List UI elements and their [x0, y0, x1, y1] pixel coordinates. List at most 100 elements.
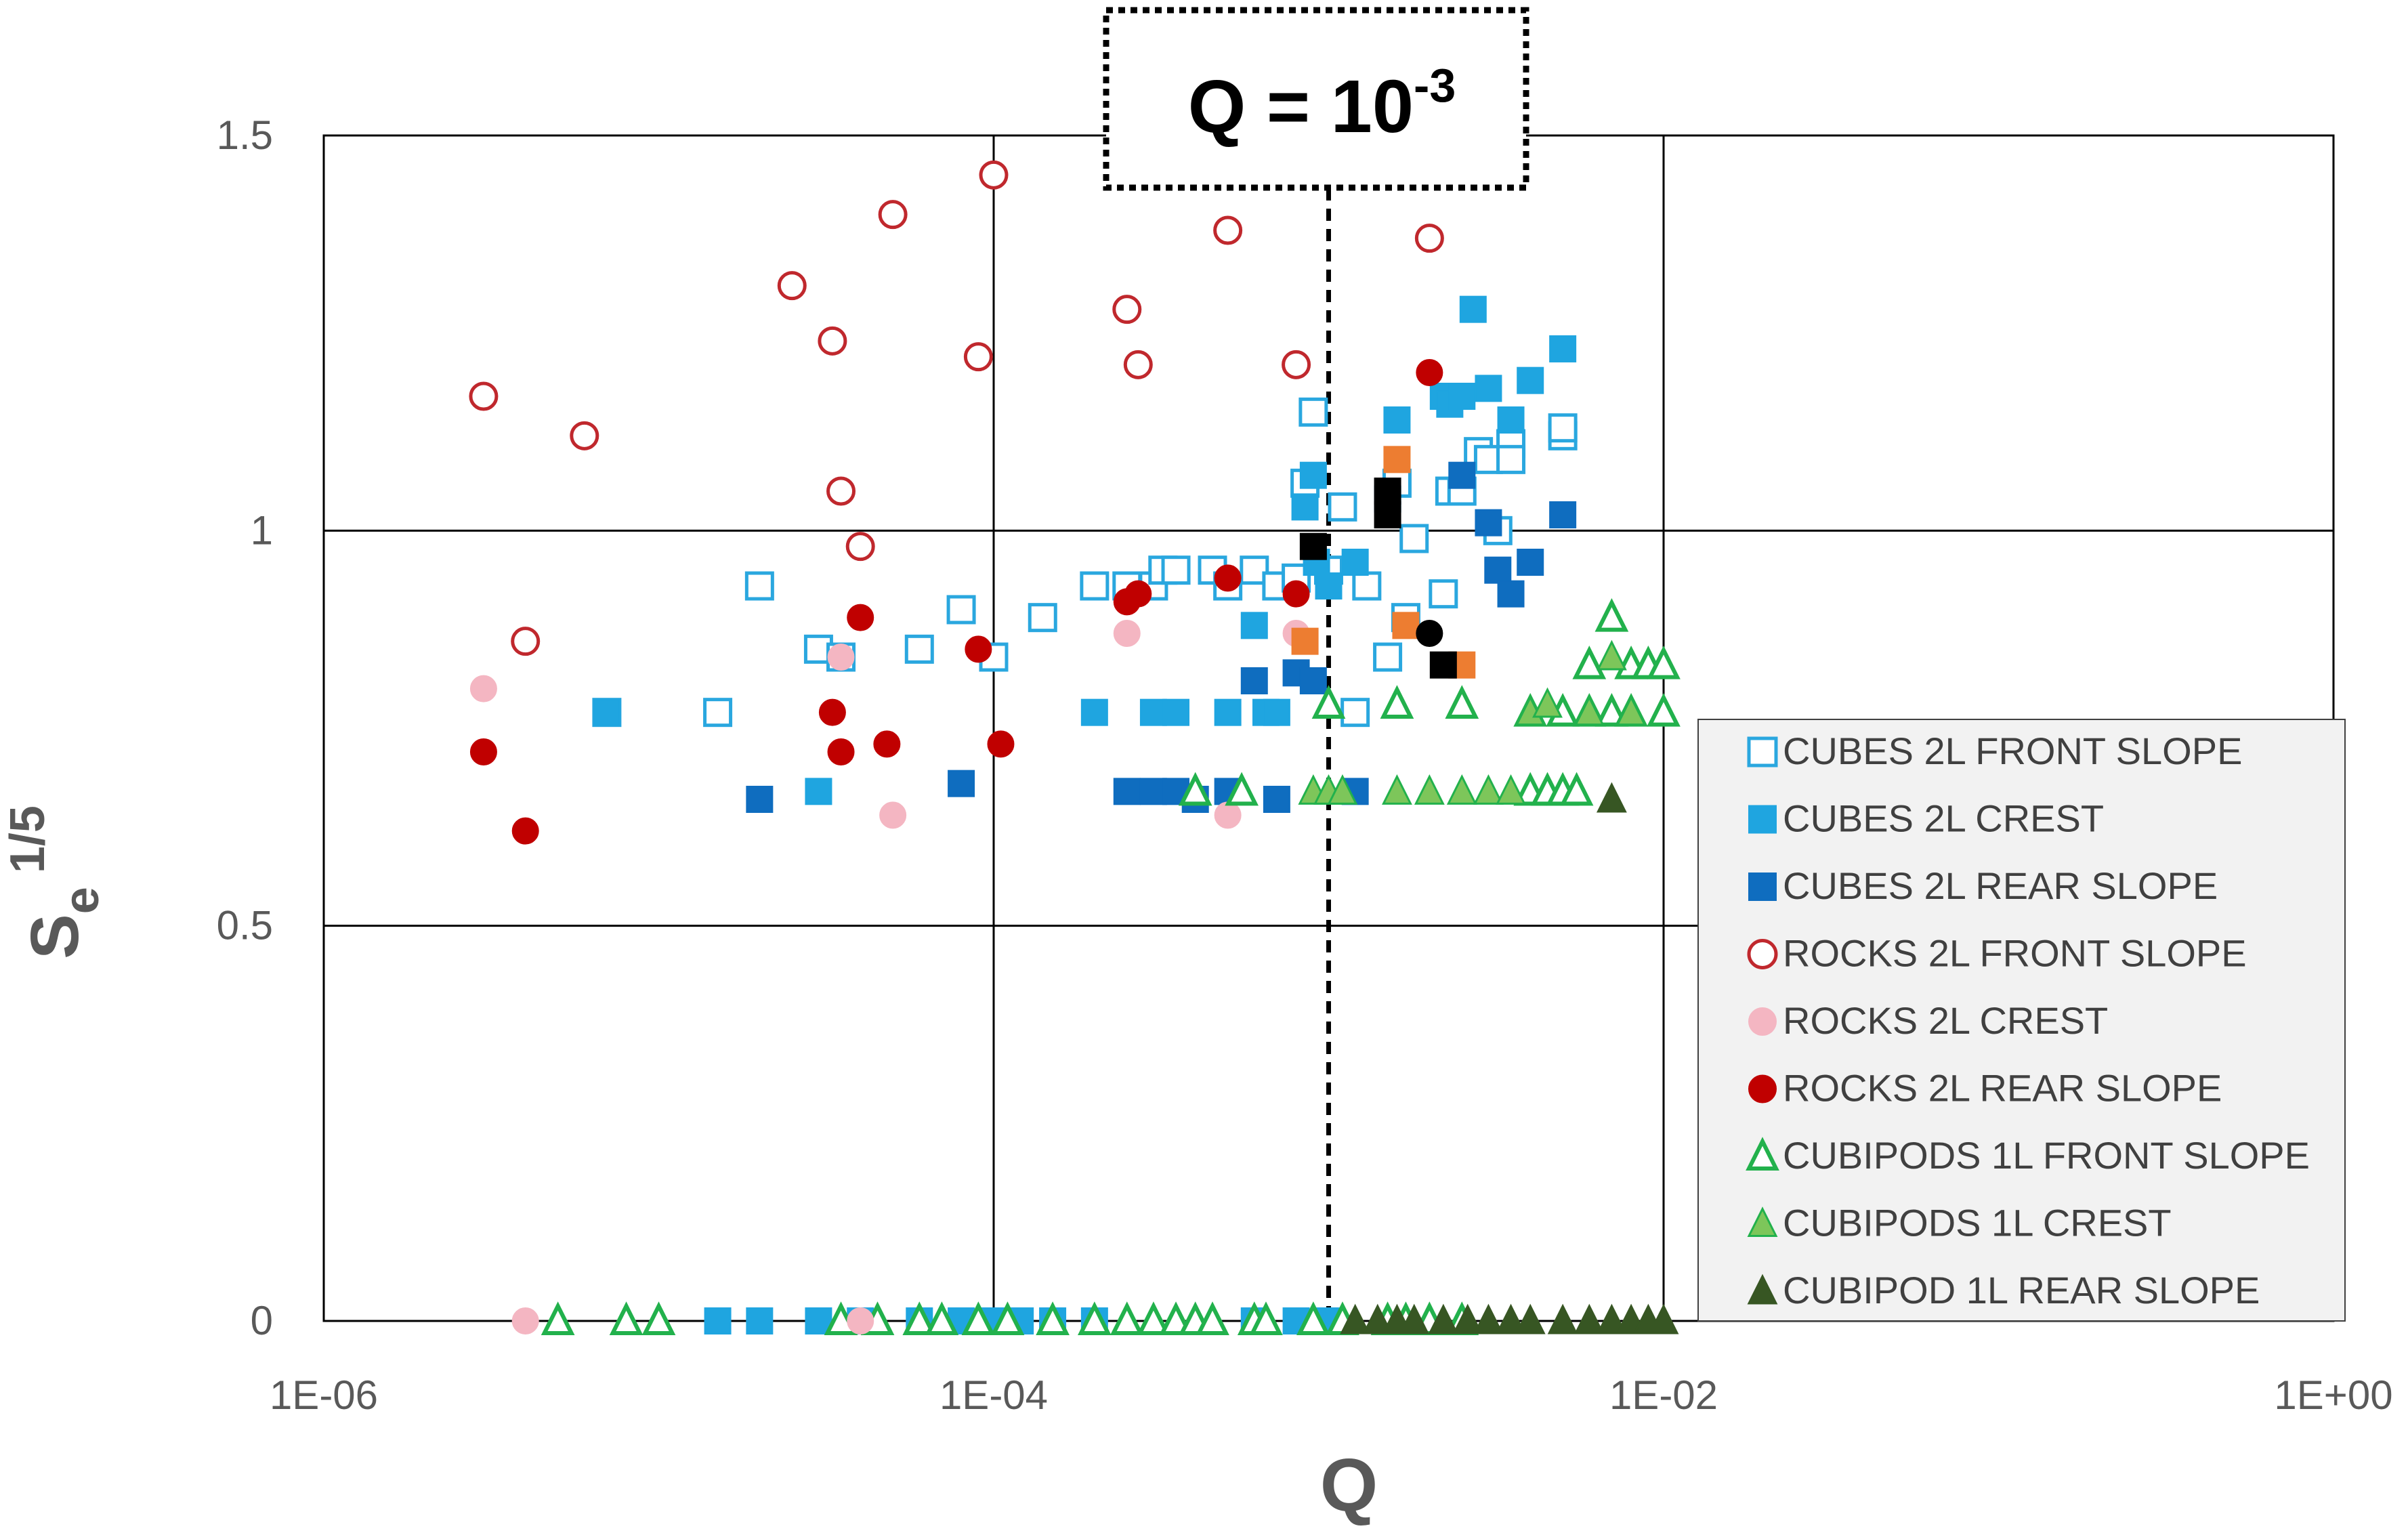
- highlight-point-group: [1416, 621, 1442, 646]
- data-point: [513, 1308, 538, 1334]
- x-tick-label: 1E-02: [1609, 1372, 1718, 1418]
- data-point: [1114, 778, 1140, 804]
- data-point: [746, 1308, 772, 1334]
- legend-item: CUBES 2L FRONT SLOPE: [1749, 730, 2242, 772]
- y-axis-title-sub: e: [55, 887, 109, 914]
- legend-item: CUBES 2L CREST: [1749, 797, 2104, 840]
- data-point: [1215, 217, 1241, 243]
- data-point: [705, 700, 731, 726]
- data-point: [988, 731, 1013, 757]
- data-point: [1485, 558, 1511, 583]
- data-point: [1301, 399, 1326, 425]
- data-point: [1125, 581, 1151, 607]
- data-point: [874, 731, 900, 757]
- data-point: [1550, 336, 1576, 362]
- data-point: [1343, 549, 1368, 575]
- legend-label: CUBIPODS 1L FRONT SLOPE: [1783, 1134, 2310, 1177]
- legend-label: CUBES 2L FRONT SLOPE: [1783, 730, 2242, 772]
- data-point: [471, 676, 497, 702]
- data-point: [1354, 573, 1380, 599]
- x-axis-title: Q: [1320, 1444, 1378, 1527]
- data-point: [1416, 621, 1442, 646]
- legend-label: ROCKS 2L REAR SLOPE: [1783, 1067, 2222, 1110]
- data-point: [1550, 502, 1576, 528]
- data-point: [1264, 700, 1290, 726]
- data-point: [1242, 612, 1267, 638]
- data-point: [1393, 612, 1418, 638]
- data-point: [705, 1308, 731, 1334]
- legend-item: CUBIPODS 1L CREST: [1749, 1202, 2172, 1244]
- data-point: [513, 629, 538, 654]
- data-point: [1242, 668, 1267, 694]
- legend-marker: [1749, 941, 1776, 968]
- legend-label: CUBIPODS 1L CREST: [1783, 1202, 2172, 1244]
- legend-item: CUBES 2L REAR SLOPE: [1749, 864, 2218, 907]
- data-point: [828, 478, 854, 504]
- data-point: [1284, 581, 1309, 607]
- data-point: [1384, 446, 1410, 472]
- data-point: [820, 328, 845, 354]
- data-point: [1517, 368, 1543, 394]
- data-point: [880, 802, 906, 828]
- data-point: [1292, 629, 1318, 654]
- x-tick-label: 1E-04: [939, 1372, 1048, 1418]
- data-point: [572, 423, 597, 448]
- data-point: [1517, 549, 1543, 575]
- legend-marker: [1749, 1008, 1776, 1035]
- legend: CUBES 2L FRONT SLOPE CUBES 2L CREST CUBES …: [1698, 719, 2345, 1321]
- callout-main: Q = 10: [1188, 65, 1414, 148]
- legend-label: CUBES 2L CREST: [1783, 797, 2104, 840]
- data-point: [847, 605, 873, 631]
- y-tick-label: 0: [251, 1298, 273, 1343]
- data-point: [1431, 652, 1456, 678]
- data-point: [1301, 463, 1326, 488]
- callout-sup: -3: [1414, 59, 1456, 112]
- legend-item: CUBIPODS 1L FRONT SLOPE: [1749, 1134, 2310, 1177]
- data-point: [1114, 621, 1140, 646]
- data-point: [746, 573, 772, 599]
- data-point: [1498, 581, 1524, 607]
- data-point: [1114, 297, 1140, 322]
- legend-item: ROCKS 2L CREST: [1749, 999, 2108, 1042]
- legend-marker: [1749, 873, 1776, 900]
- data-point: [965, 636, 991, 662]
- y-axis-title-sup: 1/5: [1, 805, 55, 887]
- data-point: [1330, 494, 1355, 520]
- x-tick-label: 1E+00: [2274, 1372, 2392, 1418]
- data-point: [1125, 352, 1151, 377]
- data-point: [948, 597, 974, 623]
- data-point: [805, 778, 831, 804]
- data-point: [981, 162, 1007, 188]
- data-point: [1082, 573, 1107, 599]
- data-point: [1449, 383, 1475, 409]
- data-point: [513, 818, 538, 844]
- data-point: [1401, 526, 1427, 551]
- x-tick-label: 1E-06: [270, 1372, 378, 1418]
- legend-label: ROCKS 2L FRONT SLOPE: [1783, 932, 2247, 975]
- data-point: [1431, 581, 1456, 607]
- data-point: [1375, 502, 1401, 528]
- legend-label: CUBIPOD 1L REAR SLOPE: [1783, 1269, 2260, 1311]
- data-point: [1416, 360, 1442, 385]
- data-point: [1375, 644, 1401, 670]
- data-point: [471, 739, 497, 765]
- data-point: [828, 644, 854, 670]
- data-point: [1215, 802, 1241, 828]
- data-point: [1460, 297, 1486, 322]
- data-point: [471, 383, 497, 409]
- data-point: [1030, 605, 1055, 631]
- y-axis-title-main: S: [17, 914, 93, 959]
- data-point: [1292, 494, 1318, 520]
- data-point: [1449, 463, 1475, 488]
- data-point: [1475, 375, 1501, 401]
- data-point: [1375, 478, 1401, 504]
- data-point: [906, 636, 932, 662]
- chart: 1E-06 1E-04 1E-02 1E+00 00.511.5 Q Se 1/5 Q…: [0, 0, 2408, 1535]
- y-tick-label: 1: [251, 507, 273, 553]
- data-point: [1215, 565, 1241, 591]
- data-point: [746, 786, 772, 812]
- data-point: [847, 1308, 873, 1334]
- legend-item: CUBIPOD 1L REAR SLOPE: [1749, 1269, 2260, 1311]
- data-point: [1416, 226, 1442, 251]
- legend-item: ROCKS 2L FRONT SLOPE: [1749, 932, 2247, 975]
